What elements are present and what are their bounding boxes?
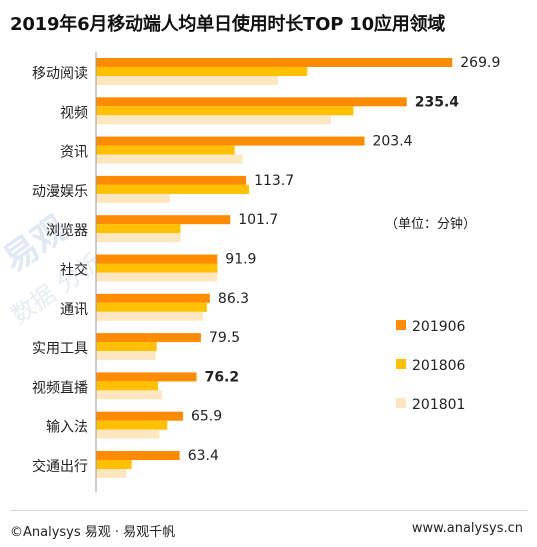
bar-201801 bbox=[96, 469, 127, 478]
value-label: 113.7 bbox=[254, 173, 294, 189]
plot-area: 移动阅读 269.9 视频 235.4 资讯 203.4 动漫娱乐 113.7 浏览器 101.7… bbox=[32, 55, 500, 478]
bar-201801 bbox=[96, 233, 181, 243]
bar-201801 bbox=[96, 429, 160, 439]
legend-label-201906: 201906 bbox=[412, 319, 466, 335]
category-label: 视频 bbox=[60, 105, 88, 121]
bar-201801 bbox=[96, 193, 170, 203]
value-label: 76.2 bbox=[205, 369, 240, 385]
category-label: 移动阅读 bbox=[32, 65, 88, 82]
bar-201801 bbox=[96, 272, 218, 282]
bar-201806 bbox=[96, 184, 250, 194]
footer-divider bbox=[10, 510, 527, 511]
bar-201906 bbox=[96, 451, 180, 460]
chart-title: 2019年6月移动端人均单日使用时长TOP 10应用领域 bbox=[10, 14, 446, 35]
legend-swatch-201806 bbox=[396, 359, 406, 369]
bar-201906 bbox=[96, 136, 365, 146]
category-label: 视频直播 bbox=[32, 379, 88, 396]
bar-201906 bbox=[96, 175, 247, 185]
bar-201801 bbox=[96, 351, 156, 361]
bar-201906 bbox=[96, 215, 231, 225]
bar-201806 bbox=[96, 460, 132, 469]
value-label: 86.3 bbox=[218, 291, 249, 307]
value-label: 203.4 bbox=[372, 134, 412, 150]
footer-url[interactable]: www.analysys.cn bbox=[411, 521, 523, 536]
bar-201806 bbox=[96, 263, 218, 273]
bar-201801 bbox=[96, 390, 162, 400]
value-label: 65.9 bbox=[191, 409, 222, 425]
bar-201906 bbox=[96, 411, 183, 421]
legend-label-201806: 201806 bbox=[412, 358, 466, 374]
value-label: 79.5 bbox=[209, 330, 240, 346]
category-label: 资讯 bbox=[60, 145, 88, 161]
category-label: 输入法 bbox=[46, 420, 88, 436]
bar-201906 bbox=[96, 293, 210, 303]
bar-201801 bbox=[96, 154, 243, 164]
bar-201801 bbox=[96, 311, 203, 321]
legend-swatch-201906 bbox=[396, 320, 406, 330]
value-label: 235.4 bbox=[415, 94, 460, 110]
bar-201806 bbox=[96, 381, 159, 391]
bar-201906 bbox=[96, 97, 407, 107]
category-label: 通讯 bbox=[60, 302, 88, 318]
bar-201906 bbox=[96, 58, 453, 67]
bar-201806 bbox=[96, 224, 181, 234]
bar-201806 bbox=[96, 420, 168, 430]
value-label: 269.9 bbox=[460, 55, 500, 71]
category-label: 社交 bbox=[60, 262, 88, 279]
bar-201906 bbox=[96, 254, 218, 264]
bar-201806 bbox=[96, 302, 207, 312]
bar-201806 bbox=[96, 145, 235, 155]
value-label: 101.7 bbox=[238, 212, 278, 228]
value-label: 91.9 bbox=[225, 252, 256, 268]
category-label: 动漫娱乐 bbox=[32, 184, 88, 200]
bar-201806 bbox=[96, 67, 308, 76]
legend-label-201801: 201801 bbox=[412, 397, 465, 413]
bar-201806 bbox=[96, 342, 157, 352]
bar-201906 bbox=[96, 333, 201, 343]
bar-chart: 易观 数据 分析 移动阅读269.9视频235.4资讯203.4动漫娱乐113.… bbox=[0, 52, 500, 492]
value-label: 63.4 bbox=[188, 448, 219, 464]
footer-copyright: ©Analysys 易观 · 易观千帆 bbox=[10, 525, 176, 540]
bar-201906 bbox=[96, 372, 197, 382]
legend: 201906 201806 201801 bbox=[396, 319, 466, 413]
legend-swatch-201801 bbox=[396, 398, 406, 408]
bar-201806 bbox=[96, 106, 354, 116]
category-label: 实用工具 bbox=[32, 341, 88, 357]
bar-201801 bbox=[96, 115, 331, 125]
category-label: 交通出行 bbox=[32, 458, 88, 475]
unit-note: （单位：分钟） bbox=[385, 216, 476, 232]
category-label: 浏览器 bbox=[46, 223, 88, 239]
bar-201801 bbox=[96, 76, 279, 85]
